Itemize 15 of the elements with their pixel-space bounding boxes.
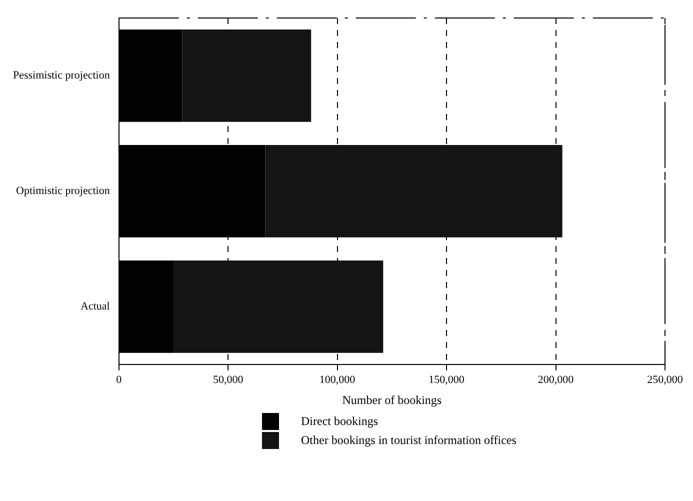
legend-label: Direct bookings (301, 414, 378, 429)
bar (265, 145, 562, 238)
y-tick-label: Actual (80, 300, 110, 313)
x-axis-title: Number of bookings (342, 392, 442, 407)
bar (173, 260, 384, 353)
x-tick-label: 150,000 (428, 374, 465, 386)
bar (182, 30, 312, 122)
y-tick-label: Optimistic projection (16, 185, 110, 198)
x-tick-label: 0 (116, 374, 122, 386)
x-tick-label: 50,000 (212, 374, 244, 386)
x-tick-label: 100,000 (319, 374, 356, 386)
y-tick-label: Pessimistic projection (12, 70, 110, 82)
x-tick-label: 250,000 (647, 374, 684, 386)
x-tick-label: 200,000 (538, 374, 574, 386)
legend-label: Other bookings in tourist information offices (301, 433, 516, 448)
